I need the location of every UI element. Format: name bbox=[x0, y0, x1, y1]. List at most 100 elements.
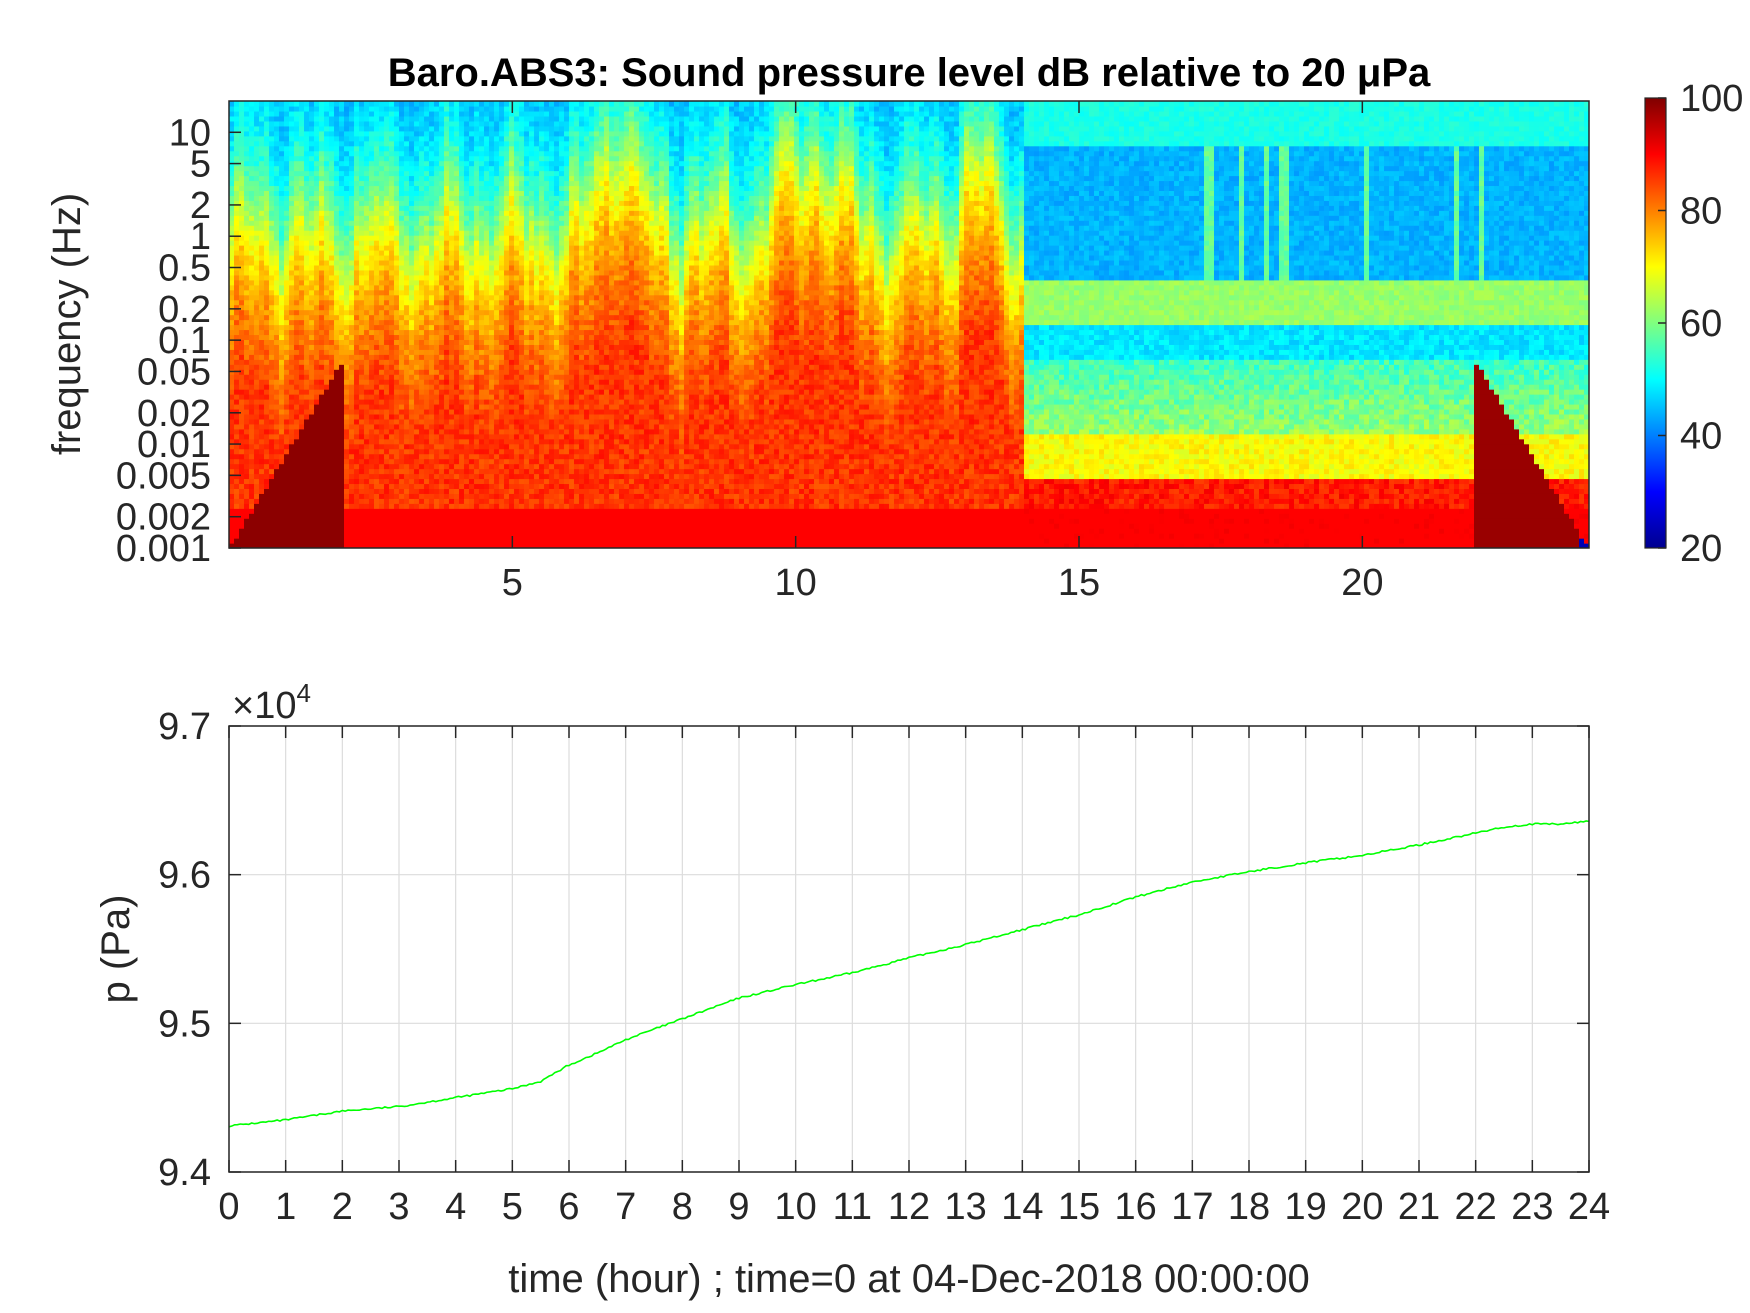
heatmap-cell bbox=[434, 190, 440, 196]
heatmap-cell bbox=[369, 379, 375, 385]
heatmap-cell bbox=[484, 190, 490, 196]
heatmap-cell bbox=[389, 508, 395, 514]
heatmap-cell bbox=[404, 379, 410, 385]
heatmap-cell bbox=[304, 518, 310, 524]
heatmap-cell bbox=[499, 299, 505, 306]
heatmap-cell bbox=[364, 259, 370, 266]
heatmap-cell bbox=[249, 508, 255, 514]
heatmap-cell bbox=[384, 190, 390, 196]
heatmap-cell bbox=[259, 200, 265, 206]
heatmap-cell bbox=[454, 443, 460, 450]
heatmap-cell bbox=[234, 443, 240, 450]
heatmap-cell bbox=[479, 105, 485, 112]
heatmap-cell bbox=[449, 533, 455, 539]
heatmap-cell bbox=[374, 508, 380, 514]
heatmap-cell bbox=[389, 190, 395, 196]
heatmap-cell bbox=[429, 190, 435, 196]
heatmap-cell bbox=[379, 374, 385, 380]
heatmap-cell bbox=[394, 101, 400, 107]
heatmap-cell bbox=[429, 140, 435, 147]
heatmap-cell bbox=[249, 254, 255, 261]
heatmap-cell bbox=[489, 195, 495, 201]
heatmap-cell bbox=[304, 101, 310, 107]
heatmap-cell bbox=[229, 359, 235, 365]
heatmap-cell bbox=[479, 250, 485, 256]
heatmap-cell bbox=[429, 175, 435, 182]
heatmap-cell bbox=[464, 314, 470, 321]
heatmap-cell bbox=[244, 329, 250, 336]
heatmap-cell bbox=[464, 463, 470, 470]
heatmap-cell bbox=[474, 354, 480, 360]
heatmap-cell bbox=[424, 220, 430, 226]
heatmap-cell bbox=[374, 503, 380, 509]
heatmap-cell bbox=[229, 165, 235, 172]
heatmap-cell bbox=[379, 294, 385, 301]
heatmap-cell bbox=[289, 145, 295, 152]
heatmap-cell bbox=[289, 105, 295, 112]
heatmap-cell bbox=[229, 150, 235, 157]
heatmap-cell bbox=[404, 349, 410, 355]
heatmap-cell bbox=[249, 289, 255, 296]
heatmap-cell bbox=[314, 145, 320, 152]
heatmap-cell bbox=[429, 344, 435, 350]
heatmap-cell bbox=[394, 374, 400, 380]
heatmap-cell bbox=[484, 259, 490, 266]
heatmap-cell bbox=[329, 324, 335, 331]
heatmap-cell bbox=[349, 299, 355, 306]
heatmap-cell bbox=[419, 433, 425, 440]
heatmap-cell bbox=[354, 408, 360, 415]
heatmap-cell bbox=[244, 369, 250, 375]
heatmap-cell bbox=[464, 468, 470, 475]
heatmap-cell bbox=[414, 374, 420, 380]
heatmap-cell bbox=[314, 503, 320, 509]
heatmap-cell bbox=[454, 458, 460, 465]
heatmap-cell bbox=[264, 165, 270, 172]
heatmap-cell bbox=[479, 309, 485, 316]
heatmap-cell bbox=[254, 478, 260, 485]
heatmap-cell bbox=[454, 349, 460, 355]
heatmap-cell bbox=[254, 309, 260, 316]
heatmap-cell bbox=[239, 324, 245, 331]
heatmap-cell bbox=[344, 304, 350, 311]
heatmap-cell bbox=[489, 210, 495, 216]
heatmap-cell bbox=[424, 140, 430, 147]
heatmap-cell bbox=[304, 205, 310, 211]
heatmap-cell bbox=[494, 250, 500, 256]
heatmap-cell bbox=[449, 215, 455, 221]
heatmap-cell bbox=[349, 180, 355, 187]
heatmap-cell bbox=[274, 523, 280, 529]
heatmap-cell bbox=[284, 269, 290, 276]
heatmap-cell bbox=[304, 294, 310, 301]
heatmap-cell bbox=[404, 289, 410, 296]
heatmap-cell bbox=[484, 299, 490, 306]
heatmap-cell bbox=[349, 115, 355, 122]
heatmap-cell bbox=[244, 314, 250, 321]
heatmap-cell bbox=[469, 463, 475, 470]
heatmap-cell bbox=[434, 279, 440, 286]
heatmap-cell bbox=[479, 324, 485, 331]
heatmap-cell bbox=[239, 354, 245, 360]
heatmap-cell bbox=[319, 399, 325, 405]
heatmap-cell bbox=[324, 150, 330, 157]
heatmap-cell bbox=[439, 408, 445, 415]
heatmap-cell bbox=[469, 468, 475, 475]
heatmap-cell bbox=[454, 423, 460, 430]
heatmap-cell bbox=[259, 478, 265, 485]
heatmap-cell bbox=[454, 225, 460, 231]
heatmap-cell bbox=[489, 105, 495, 112]
heatmap-cell bbox=[489, 528, 495, 534]
heatmap-cell bbox=[279, 240, 285, 246]
heatmap-cell bbox=[229, 259, 235, 266]
heatmap-cell bbox=[359, 274, 365, 281]
heatmap-cell bbox=[229, 115, 235, 122]
heatmap-cell bbox=[344, 384, 350, 390]
heatmap-cell bbox=[249, 349, 255, 355]
heatmap-cell bbox=[329, 483, 335, 489]
heatmap-cell bbox=[324, 314, 330, 321]
heatmap-cell bbox=[319, 220, 325, 226]
heatmap-cell bbox=[359, 225, 365, 231]
heatmap-cell bbox=[474, 135, 480, 142]
heatmap-cell bbox=[229, 120, 235, 127]
heatmap-cell bbox=[274, 269, 280, 276]
heatmap-cell bbox=[459, 279, 465, 286]
